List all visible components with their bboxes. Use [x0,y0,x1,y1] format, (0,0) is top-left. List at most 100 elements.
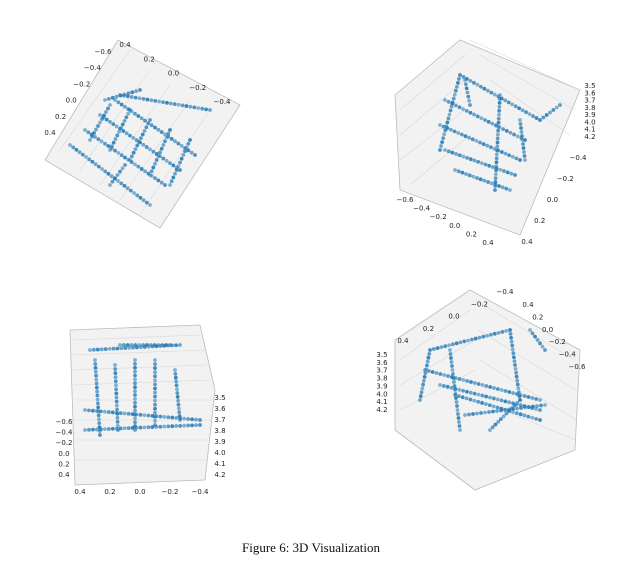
point [111,122,116,127]
point [118,343,122,347]
point [161,100,165,105]
point [153,370,157,375]
point [122,426,127,431]
point [543,348,547,352]
point [514,374,519,379]
tick-label: 0.4 [74,488,86,496]
point [193,153,197,157]
point [99,139,104,144]
point [495,397,500,402]
point [497,112,501,117]
point [469,380,473,384]
point [84,155,88,159]
point [168,161,172,166]
point [104,117,109,122]
point [509,335,514,340]
point [494,156,499,161]
point [118,411,123,416]
point [527,405,531,409]
point [450,368,455,372]
point [514,370,519,375]
point [144,145,149,149]
point [468,397,473,402]
point [492,386,496,390]
tick-label: −0.6 [569,363,587,371]
point [113,137,118,141]
tick-label: 0.2 [58,460,69,468]
point [174,168,179,172]
point [458,428,462,432]
point [170,424,175,429]
point [171,163,176,168]
point [126,91,131,96]
point [173,371,178,376]
point [509,171,514,176]
point [500,330,505,334]
point [517,394,522,399]
point [464,396,469,401]
point [499,408,503,413]
point [514,156,519,161]
point [152,343,157,347]
point [108,183,112,187]
point [493,184,498,188]
point [449,104,454,109]
point [539,403,543,408]
point [472,391,477,396]
tick-label: 3.9 [376,382,387,390]
grid-line [71,349,206,356]
point [478,84,483,89]
point [115,411,120,416]
point [98,427,103,432]
tick-label: 4.2 [376,406,387,414]
point [453,168,457,172]
point [192,105,197,110]
point [194,423,198,428]
point [483,162,488,167]
point [472,398,477,403]
point [125,343,130,347]
point [468,157,473,162]
point [494,160,499,165]
point [126,411,131,416]
point [118,169,122,174]
point [496,419,501,424]
point [521,146,526,150]
tick-label: −0.2 [56,439,73,447]
point [113,176,117,181]
point [159,146,164,151]
point [454,341,459,346]
point [196,106,201,110]
point [515,382,520,387]
point [95,397,100,402]
point [190,417,194,422]
point [188,104,193,109]
point [477,335,482,340]
tick-label: −0.4 [570,154,588,162]
point [494,152,499,157]
point [461,107,466,111]
point [520,134,524,138]
point [123,155,127,160]
grid-line [119,99,191,201]
point [131,136,136,140]
point [446,116,451,121]
tick-label: −0.4 [192,488,210,496]
point [133,111,137,116]
point [445,385,450,389]
point [430,370,435,374]
point [487,403,492,408]
point [114,391,119,396]
point [106,106,110,111]
point [143,118,147,123]
point [144,125,149,130]
point [116,151,121,155]
point [110,95,115,100]
point [144,200,149,205]
tick-label: 0.0 [547,196,558,204]
point [92,347,96,352]
point [175,391,180,395]
point [466,94,471,99]
tick-label: 3.6 [584,89,596,97]
point [178,343,182,347]
